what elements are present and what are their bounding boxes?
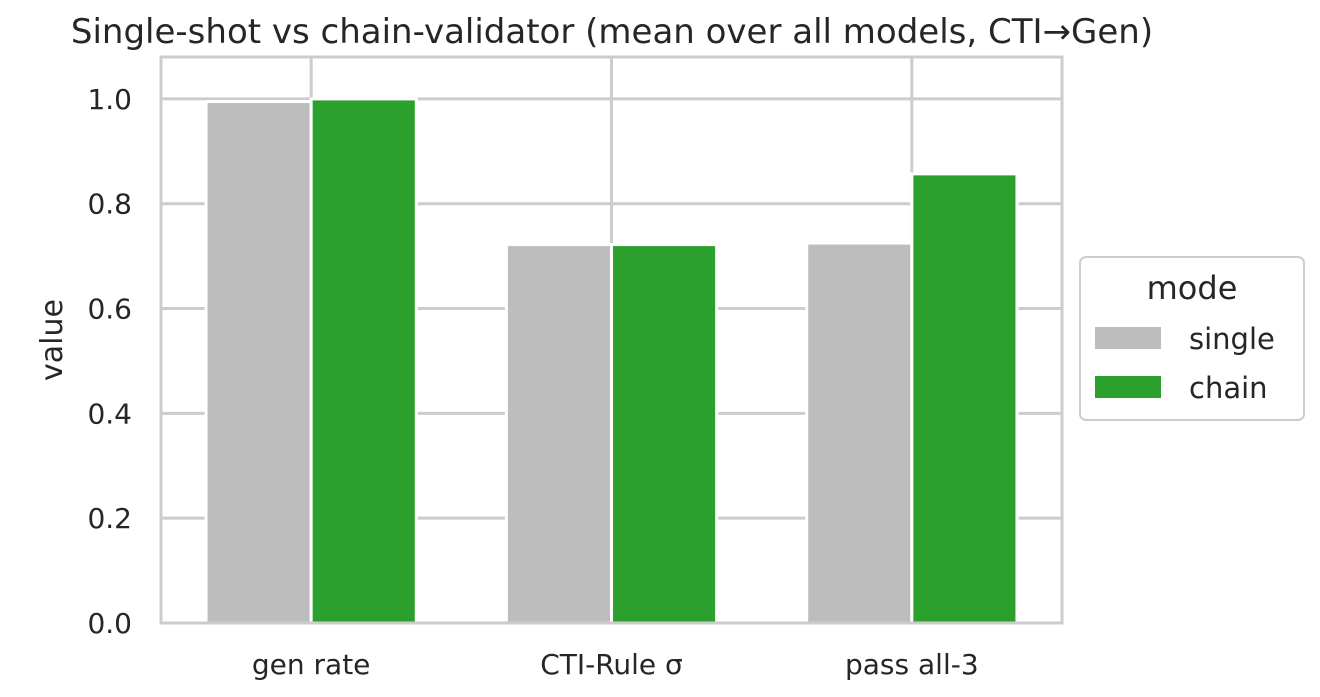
y-tick-label: 0.2	[87, 502, 132, 535]
bar-chain-1	[610, 243, 719, 625]
bar-single-0	[204, 100, 313, 625]
y-tick-label: 0.6	[87, 293, 132, 326]
y-tick-label: 0.0	[87, 607, 132, 640]
legend: mode single chain	[1079, 256, 1305, 421]
legend-swatch-single	[1095, 327, 1161, 349]
x-tick-label: CTI-Rule σ	[540, 648, 683, 681]
bar-single-1	[504, 243, 613, 625]
plot-frame	[159, 55, 1064, 625]
x-tick-label: gen rate	[252, 648, 371, 681]
y-tick-label: 0.8	[87, 188, 132, 221]
legend-title: mode	[1147, 269, 1238, 307]
y-axis-label: value	[35, 299, 70, 381]
legend-label-chain: chain	[1189, 371, 1268, 405]
y-tick-labels: 0.0 0.2 0.4 0.6 0.8 1.0	[87, 83, 132, 640]
chart-title: Single-shot vs chain-validator (mean ove…	[71, 12, 1153, 52]
y-tick-label: 0.4	[87, 397, 132, 430]
x-tick-label: pass all-3	[845, 648, 979, 681]
y-tick-label: 1.0	[87, 83, 132, 116]
bars	[204, 97, 1019, 625]
bar-chain-2	[910, 172, 1019, 625]
bar-single-2	[805, 241, 914, 625]
bar-chain-0	[309, 97, 418, 625]
legend-label-single: single	[1189, 322, 1275, 356]
x-tick-labels: gen rate CTI-Rule σ pass all-3	[252, 648, 979, 681]
legend-swatch-chain	[1095, 376, 1161, 398]
